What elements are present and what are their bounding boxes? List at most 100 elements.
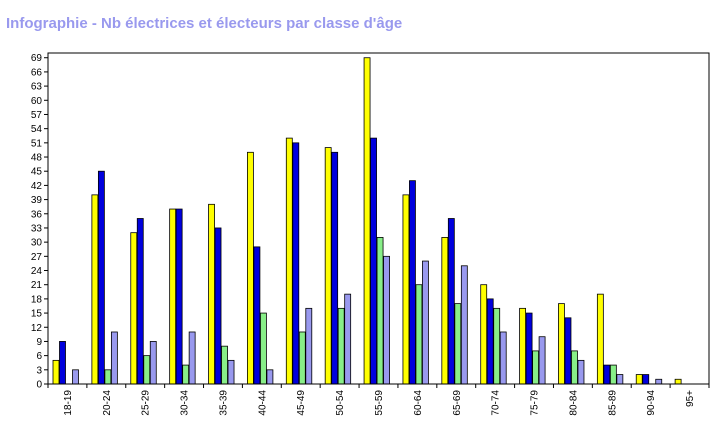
bar-35-39-s3 [221, 345, 228, 385]
bar-30-34-s4 [188, 331, 196, 385]
bar-50-54-s2 [331, 151, 339, 385]
y-tick-label: 54 [31, 124, 43, 135]
bar-75-79-s3 [532, 350, 539, 385]
x-tick-label: 70-74 [491, 390, 502, 416]
x-tick-label: 90-94 [646, 390, 657, 416]
bar-55-59-s1 [363, 57, 371, 385]
chart-title: Infographie - Nb électrices et électeurs… [6, 15, 403, 32]
bar-35-39-s1 [208, 203, 215, 385]
bar-30-34-s3 [182, 364, 190, 385]
bar-60-64-s1 [402, 194, 410, 385]
y-tick-label: 60 [31, 96, 43, 107]
bar-80-84-s3 [571, 350, 578, 385]
y-tick-label: 6 [36, 351, 42, 362]
x-tick-label: 40-44 [257, 390, 268, 416]
bar-75-79-s4 [538, 336, 546, 385]
y-tick-label: 30 [31, 238, 43, 249]
bar-35-39-s4 [227, 359, 235, 385]
bar-18-19-s1 [52, 359, 60, 385]
y-tick-label: 33 [31, 223, 43, 234]
y-tick-label: 15 [31, 309, 43, 320]
bar-40-44-s4 [266, 369, 274, 385]
bar-45-49-s4 [305, 307, 313, 385]
bar-35-39-s2 [214, 227, 222, 385]
y-tick-label: 48 [31, 153, 43, 164]
bar-25-29-s4 [149, 341, 157, 385]
x-tick-label: 95+ [685, 390, 696, 407]
y-tick-label: 0 [36, 380, 42, 391]
y-tick-label: 39 [31, 195, 43, 206]
bar-25-29-s3 [143, 355, 151, 385]
x-tick-label: 60-64 [413, 390, 424, 416]
bar-70-74-s2 [486, 298, 494, 385]
bar-40-44-s1 [247, 151, 254, 385]
bar-60-64-s4 [422, 260, 429, 385]
bar-90-94-s1 [635, 374, 643, 385]
y-tick-label: 36 [31, 209, 43, 220]
bar-55-59-s4 [383, 255, 390, 385]
x-tick-label: 25-29 [141, 390, 152, 416]
bar-65-69-s4 [460, 265, 468, 385]
bar-50-54-s3 [337, 307, 345, 385]
y-tick-label: 18 [31, 294, 43, 305]
axes-group: 0369121518212427303336394245485154576063… [31, 52, 710, 416]
bar-30-34-s1 [169, 208, 177, 385]
y-tick-label: 12 [31, 323, 43, 334]
bar-18-19-s4 [72, 369, 79, 385]
x-tick-label: 55-59 [374, 390, 385, 416]
y-tick-label: 63 [31, 82, 43, 93]
bar-50-54-s1 [324, 147, 332, 385]
bar-65-69-s3 [454, 303, 462, 385]
y-tick-label: 27 [31, 252, 43, 263]
bar-80-84-s2 [564, 317, 572, 385]
bar-20-24-s3 [104, 369, 112, 385]
y-tick-label: 69 [31, 53, 43, 64]
bar-55-59-s2 [370, 137, 377, 385]
x-tick-label: 35-39 [218, 390, 229, 416]
bar-70-74-s3 [493, 307, 501, 385]
x-tick-label: 75-79 [530, 390, 541, 416]
bar-95+-s1 [674, 378, 682, 385]
bar-65-69-s1 [441, 237, 449, 385]
bar-80-84-s4 [577, 359, 585, 385]
bar-30-34-s2 [175, 208, 183, 385]
x-tick-label: 85-89 [607, 390, 618, 416]
y-tick-label: 24 [31, 266, 43, 277]
x-tick-label: 50-54 [335, 390, 346, 416]
y-tick-label: 66 [31, 67, 43, 78]
bar-60-64-s3 [415, 284, 423, 385]
bar-80-84-s1 [558, 303, 565, 385]
x-tick-label: 20-24 [102, 390, 113, 416]
bar-20-24-s4 [110, 331, 118, 385]
bar-45-49-s2 [292, 142, 300, 385]
plot-frame [47, 52, 710, 385]
bar-55-59-s3 [376, 237, 384, 385]
bar-90-94-s2 [642, 374, 650, 385]
bar-45-49-s1 [285, 137, 293, 385]
y-tick-label: 21 [31, 280, 43, 291]
bar-85-89-s1 [596, 293, 604, 385]
y-tick-label: 3 [36, 365, 42, 376]
y-tick-label: 42 [31, 181, 43, 192]
bar-90-94-s4 [655, 378, 663, 385]
bar-40-44-s2 [253, 246, 261, 385]
y-tick-label: 45 [31, 167, 43, 178]
bar-18-19-s2 [59, 341, 66, 385]
bar-75-79-s1 [519, 307, 526, 385]
bar-60-64-s2 [409, 180, 416, 385]
bar-85-89-s4 [616, 374, 624, 385]
bar-65-69-s2 [447, 218, 455, 385]
x-tick-label: 18-19 [63, 390, 74, 416]
x-tick-label: 80-84 [568, 390, 579, 416]
bar-40-44-s3 [260, 312, 267, 385]
bar-20-24-s1 [91, 194, 99, 385]
bar-85-89-s3 [609, 364, 617, 385]
bar-75-79-s2 [525, 312, 533, 385]
bar-50-54-s4 [344, 293, 352, 385]
x-tick-label: 30-34 [180, 390, 191, 416]
bar-70-74-s4 [499, 331, 507, 385]
bar-45-49-s3 [298, 331, 306, 385]
x-tick-label: 45-49 [296, 390, 307, 416]
bar-25-29-s2 [136, 218, 144, 385]
